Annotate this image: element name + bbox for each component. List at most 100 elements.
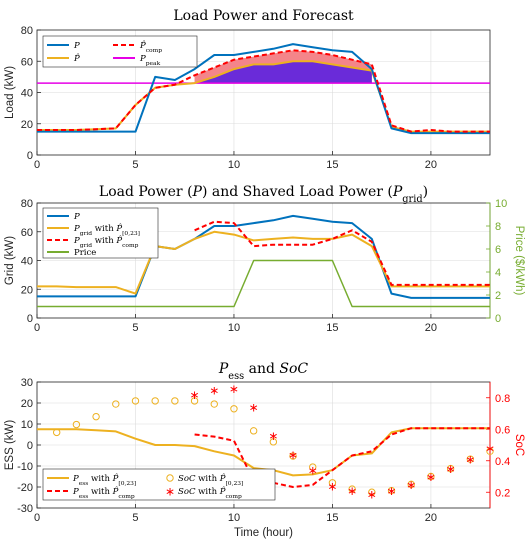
y-tick-label: -20 (17, 482, 33, 494)
series-point-soc-comp: ∗ (190, 388, 200, 402)
x-tick-label: 5 (132, 512, 138, 524)
legend-label: SoC with P̂[0,23] (178, 472, 243, 486)
x-axis-label: Time (hour) (234, 527, 293, 539)
series-point-soc-hat (52, 428, 61, 437)
x-tick-label: 20 (425, 159, 437, 171)
legend-label: Pgrid with P̂comp (73, 234, 139, 248)
series-point-soc-comp: ∗ (386, 484, 396, 498)
series-point-soc-hat (151, 397, 159, 405)
series-point-soc-hat (427, 472, 435, 481)
legend-label: Pess with P̂comp (72, 485, 135, 499)
x-tick-label: 0 (34, 159, 40, 171)
x-tick-label: 15 (326, 159, 338, 171)
y-tick-label: 0 (27, 313, 33, 325)
y-tick-label: 80 (21, 198, 33, 210)
series-point-soc-hat (368, 488, 376, 496)
series-point-soc-comp: ∗ (465, 453, 475, 467)
series-point-soc-hat (131, 397, 140, 405)
x-tick-label: 10 (228, 159, 240, 171)
series-point-soc-hat (112, 400, 120, 408)
panel-ess-soc: Pess and SoC 0 5 10 15 20 -30 -20 -10 0 10 20 30 ESS … (4, 361, 525, 539)
legend: Pess with P̂[0,23]Pess with P̂comp SoC wi… (42, 468, 276, 501)
series-point-soc-hat (466, 455, 475, 463)
legend-label: P (73, 212, 80, 222)
series-line-p-comp (37, 49, 490, 133)
legend-marker-circle (166, 474, 174, 482)
legend-marker-star: ∗ (165, 485, 175, 499)
series-point-soc-comp: ∗ (446, 462, 456, 476)
series-point-soc-hat (230, 405, 238, 413)
y-axis-label: ESS (kW) (4, 420, 16, 471)
y-tick-label: 0 (27, 440, 33, 452)
y-tick-label: -30 (17, 503, 33, 515)
legend-label: P̂comp (139, 39, 162, 53)
series-point-soc-comp: ∗ (327, 479, 337, 493)
x-tick-label: 5 (132, 159, 138, 171)
series-point-soc-hat (171, 397, 179, 405)
x-tick-label: 15 (326, 512, 338, 524)
series-line-p (37, 214, 490, 299)
x-tick-label: 5 (132, 322, 138, 334)
series-line-price (37, 259, 490, 308)
y-right-tick-label: 8 (495, 221, 501, 233)
y-right-tick-label: 10 (495, 198, 507, 210)
series-line-p (37, 43, 490, 135)
y-tick-label: 20 (21, 398, 33, 410)
x-tick-label: 0 (34, 322, 40, 334)
series-point-soc-hat (289, 452, 297, 460)
series-point-soc-comp: ∗ (268, 429, 278, 443)
y-tick-label: 10 (21, 419, 33, 431)
x-tick-label: 10 (228, 512, 240, 524)
legend-label: Pess with P̂[0,23] (72, 472, 136, 486)
legend-box (42, 468, 276, 501)
y-right-tick-label: 0.4 (495, 456, 510, 468)
series-point-soc-comp: ∗ (406, 478, 416, 492)
y-right-tick-label: 2 (495, 290, 501, 302)
series-point-soc-hat (407, 480, 415, 489)
series-point-soc-hat (269, 438, 278, 446)
series-point-soc-hat (210, 400, 218, 408)
panel-shaved-load-power: Load Power (P) and Shaved Load Power (Pg… (4, 184, 525, 334)
shaded-area-forecast (194, 61, 372, 84)
series-point-soc-hat (486, 447, 494, 455)
legend-label: P (73, 41, 80, 51)
series-point-soc-comp: ∗ (308, 464, 318, 478)
x-tick-label: 20 (425, 512, 437, 524)
series-line-pess-comp (194, 427, 490, 488)
series-point-soc-hat (348, 485, 356, 493)
chart-title: Load Power (P) and Shaved Load Power (Pg… (99, 184, 428, 205)
series-point-soc-comp: ∗ (367, 487, 377, 501)
legend-label: Pgrid with P̂[0,23] (73, 222, 140, 236)
y-axis-label: Grid (kW) (4, 236, 16, 285)
y-right-tick-label: 0 (495, 313, 501, 325)
y-tick-label: 40 (21, 256, 33, 268)
y-tick-label: 60 (21, 56, 33, 68)
y-right-tick-label: 6 (495, 244, 501, 256)
series-point-soc-comp: ∗ (288, 448, 298, 462)
panel-load-power-forecast: Load Power and Forecast 0 5 10 15 20 0 20 40 60 80… (4, 8, 491, 171)
series-point-soc-comp: ∗ (209, 383, 219, 397)
x-tick-label: 20 (425, 322, 437, 334)
y-right-axis-label: SoC (513, 434, 525, 456)
chart-title: Pess and SoC (218, 361, 309, 382)
series-point-soc-hat (387, 486, 396, 495)
series-line-pgrid-hat (37, 230, 490, 295)
series-point-soc-hat (92, 412, 100, 421)
y-tick-label: 20 (21, 284, 33, 296)
y-tick-label: 40 (21, 88, 33, 100)
series-point-soc-comp: ∗ (347, 484, 357, 498)
series-line-pgrid-comp (194, 220, 490, 286)
series-point-soc-comp: ∗ (485, 442, 495, 456)
y-tick-label: 80 (21, 25, 33, 37)
series-point-soc-hat (328, 479, 337, 487)
legend-label: P̂ (73, 52, 80, 64)
x-tick-label: 15 (326, 322, 338, 334)
series-point-soc-hat (249, 427, 258, 435)
series-point-soc-comp: ∗ (426, 470, 436, 484)
x-tick-label: 10 (228, 322, 240, 334)
x-tick-label: 0 (34, 512, 40, 524)
y-right-tick-label: 0.6 (495, 424, 510, 436)
